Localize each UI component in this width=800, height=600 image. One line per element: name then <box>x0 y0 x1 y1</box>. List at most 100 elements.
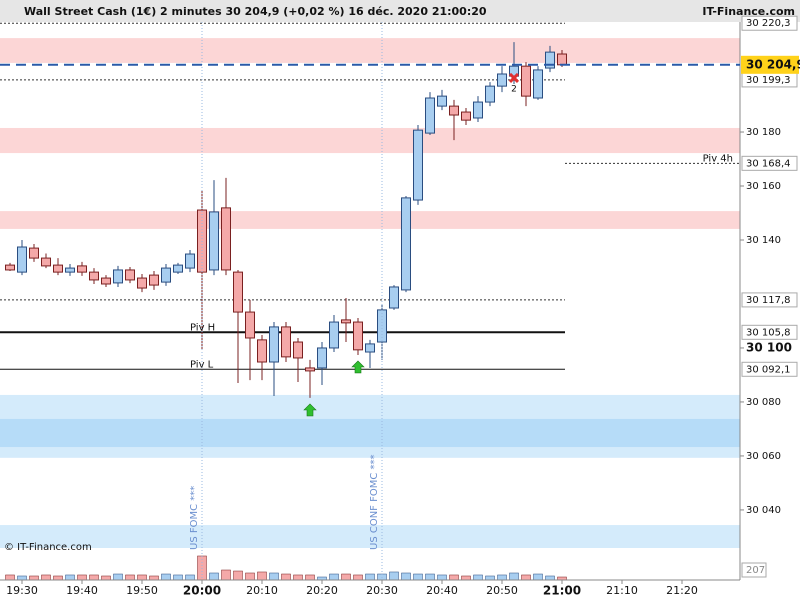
level-label: 30 199,3 <box>746 75 791 86</box>
volume-bar <box>281 573 291 581</box>
x-tick-label: 20:40 <box>426 584 458 597</box>
volume-bar <box>221 569 231 581</box>
candle-body <box>281 326 291 358</box>
volume-bar <box>389 571 399 581</box>
candle-body <box>365 343 375 353</box>
volume-bar <box>449 574 459 581</box>
level-label: 30 105,8 <box>746 327 791 338</box>
volume-bar <box>101 575 111 581</box>
level-label: 30 092,1 <box>746 364 791 375</box>
last-price-box <box>741 55 799 74</box>
candle-body <box>497 73 507 87</box>
volume-bar <box>533 573 543 581</box>
candle-body <box>401 197 411 291</box>
volume-bar <box>77 574 87 581</box>
volume-bar <box>245 572 255 581</box>
level-label: 30 117,8 <box>746 295 791 306</box>
x-tick-label: 20:30 <box>366 584 398 597</box>
x-tick-label: 20:20 <box>306 584 338 597</box>
candle-body <box>461 111 471 121</box>
candle-body <box>329 321 339 349</box>
candle-body <box>137 277 147 289</box>
level-label: 30 220,3 <box>746 18 791 29</box>
volume-bar <box>521 574 531 581</box>
level-name: Piv L <box>190 359 214 370</box>
y-tick-label: 30 100 <box>746 340 792 354</box>
level-label-box <box>741 155 798 171</box>
y-tick-label: 30 040 <box>746 505 781 516</box>
zone <box>0 211 740 229</box>
volume-bar <box>365 573 375 581</box>
candle-body <box>257 339 267 363</box>
volume-bar <box>437 574 447 581</box>
candle-body <box>125 269 135 281</box>
volume-bar <box>257 571 267 581</box>
chart-title: Wall Street Cash (1€) 2 minutes 30 204,9… <box>24 5 487 18</box>
volume-bar <box>509 572 519 581</box>
volume-bar <box>473 574 483 581</box>
volume-bar <box>545 575 555 581</box>
x-tick-label: 21:00 <box>543 584 581 598</box>
candle-body <box>101 277 111 285</box>
event-label: US CONF FOMC *** <box>369 454 380 550</box>
x-tick-label: 19:40 <box>66 584 98 597</box>
zone <box>0 525 740 548</box>
volume-bar <box>425 573 435 581</box>
buy-arrow <box>303 403 317 417</box>
volume-bar <box>461 575 471 581</box>
x-tick-label: 19:50 <box>126 584 158 597</box>
volume-bar <box>41 574 51 581</box>
level-label-box <box>741 361 798 377</box>
volume-bar <box>17 575 27 581</box>
candle-body <box>473 101 483 119</box>
y-tick-label: 30 080 <box>746 397 781 408</box>
candle-body <box>53 264 63 273</box>
x-tick-label: 21:10 <box>606 584 638 597</box>
level-label-box <box>741 15 798 31</box>
source: IT-Finance.com <box>702 5 795 18</box>
level-label: 30 168,4 <box>746 158 791 169</box>
volume-bar <box>233 570 243 581</box>
candle-body <box>41 257 51 267</box>
x-tick-label: 20:50 <box>486 584 518 597</box>
y-tick-label: 30 180 <box>746 127 781 138</box>
volume-bar <box>401 572 411 581</box>
candle-body <box>485 85 495 103</box>
volume-bar <box>485 575 495 581</box>
volume-bar <box>353 574 363 581</box>
candle-body <box>17 246 27 273</box>
candle-body <box>209 211 219 271</box>
candle-body <box>149 274 159 286</box>
level-name: Piv 4h <box>703 153 733 164</box>
candle-body <box>29 247 39 259</box>
candle-body <box>293 341 303 359</box>
volume-tick-label: 207 <box>746 565 765 576</box>
x-tick-label: 19:30 <box>6 584 38 597</box>
volume-bar <box>173 574 183 581</box>
volume-bar <box>161 573 171 581</box>
candle-body <box>521 65 531 97</box>
candle-body <box>341 319 351 324</box>
volume-bar <box>29 575 39 581</box>
candle-body <box>89 271 99 281</box>
candle-body <box>113 269 123 284</box>
y-tick-label: 30 140 <box>746 235 781 246</box>
candle-body <box>233 271 243 313</box>
volume-bar <box>209 572 219 581</box>
volume-bar <box>305 574 315 581</box>
candle-body <box>161 267 171 283</box>
volume-bar <box>125 574 135 581</box>
volume-bar <box>5 574 15 581</box>
volume-bar <box>413 573 423 581</box>
volume-bar <box>137 574 147 581</box>
event-label: US FOMC *** <box>189 486 200 550</box>
volume-bar <box>329 573 339 581</box>
candle-body <box>545 51 555 69</box>
x-tick-label: 21:20 <box>666 584 698 597</box>
x-tick-label: 20:00 <box>183 584 221 598</box>
volume-bar <box>149 575 159 581</box>
candle-body <box>65 267 75 273</box>
candle-body <box>5 264 15 271</box>
y-tick-label: 30 060 <box>746 451 781 462</box>
